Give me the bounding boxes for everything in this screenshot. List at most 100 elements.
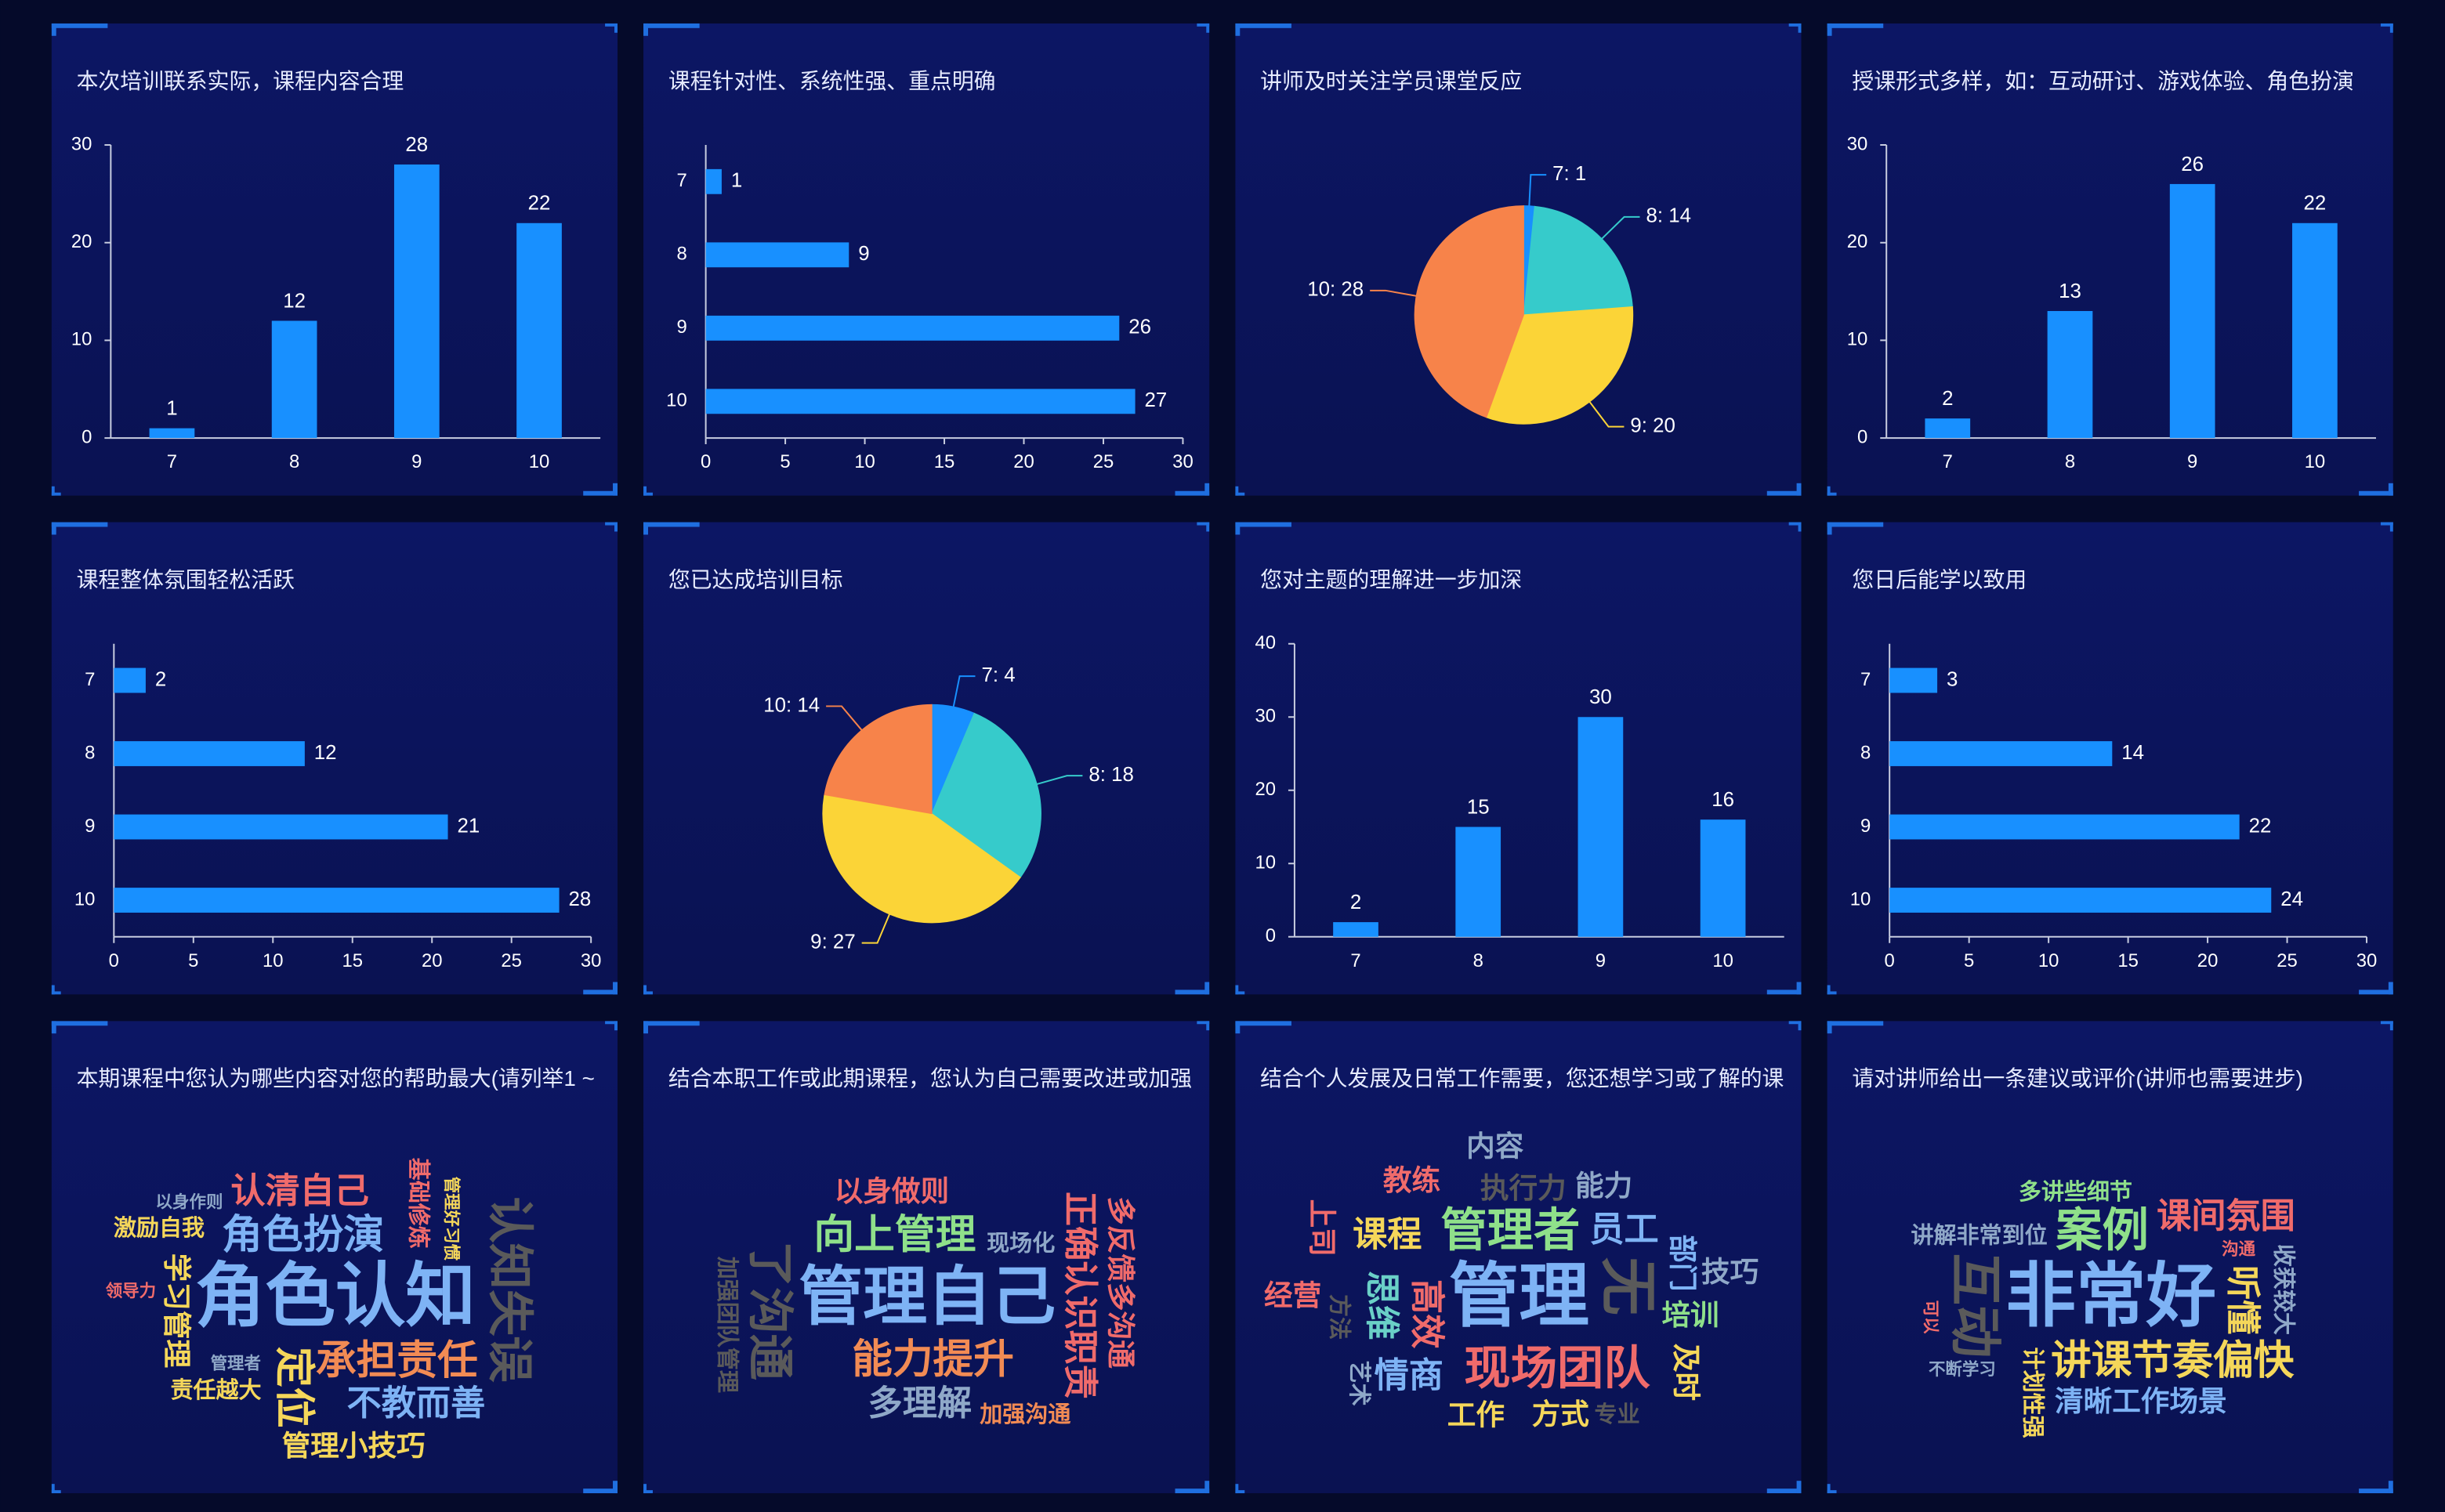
word: 方法 [1326, 1294, 1353, 1340]
bar [114, 667, 146, 693]
word: 责任越大 [170, 1377, 261, 1403]
y-tick-label: 8 [676, 244, 686, 265]
corner-decoration [1204, 1481, 1210, 1494]
x-tick-label: 10 [854, 451, 875, 472]
corner-decoration [2389, 1021, 2393, 1031]
corner-decoration [614, 1021, 618, 1031]
y-tick-label: 40 [1255, 632, 1277, 653]
corner-decoration [1827, 1021, 1884, 1026]
corner-decoration [1175, 989, 1210, 995]
bar [149, 428, 195, 439]
word: 思维 [1362, 1271, 1400, 1340]
y-tick-label: 8 [85, 742, 95, 763]
word: 基础修炼 [405, 1158, 432, 1249]
value-label: 30 [1589, 686, 1612, 708]
x-tick-label: 9 [1596, 950, 1606, 971]
corner-decoration [643, 492, 653, 496]
corner-decoration [583, 490, 618, 496]
word: 经营 [1264, 1279, 1321, 1311]
corner-decoration [51, 985, 55, 995]
y-tick-label: 9 [676, 317, 686, 338]
word: 领导力 [106, 1281, 156, 1300]
bar [1889, 667, 1938, 693]
x-tick-label: 7 [1943, 451, 1953, 472]
value-label: 12 [314, 742, 337, 764]
leader-line [1588, 401, 1625, 428]
word: 执行力 [1480, 1172, 1567, 1204]
word: 情商 [1375, 1356, 1443, 1394]
word: 无 [1596, 1257, 1661, 1315]
value-label: 13 [2059, 280, 2081, 302]
value-label: 22 [2303, 193, 2326, 215]
x-tick-label: 8 [289, 451, 299, 472]
x-tick-label: 9 [2187, 451, 2197, 472]
corner-decoration [1197, 1021, 1210, 1025]
leader-line [1370, 289, 1417, 297]
corner-decoration [1827, 23, 1832, 36]
x-tick-label: 30 [581, 950, 602, 971]
corner-decoration [643, 985, 647, 995]
y-tick-label: 10 [666, 390, 687, 411]
value-label: 26 [2181, 154, 2204, 175]
word: 加强沟通 [980, 1402, 1070, 1427]
word: 沟通 [2222, 1239, 2255, 1259]
pie-slice [1486, 306, 1634, 425]
chart-title: 您已达成培训目标 [668, 568, 843, 592]
bar [516, 222, 562, 439]
panel: 您已达成培训目标 7: 4 8: 18 9: 27 10: 14 [643, 522, 1210, 995]
corner-decoration [1796, 483, 1802, 496]
word: 方式 [1532, 1398, 1589, 1430]
chart-title: 课程整体氛围轻松活跃 [77, 568, 295, 592]
word: 专业 [1595, 1402, 1640, 1427]
bar [271, 320, 317, 439]
word: 了沟通 [744, 1241, 796, 1380]
y-tick-label: 10 [1850, 888, 1871, 910]
word: 以身作则 [156, 1192, 223, 1212]
panel-background [643, 1021, 1210, 1494]
corner-decoration [1175, 490, 1210, 496]
corner-decoration [643, 23, 700, 28]
chart-title: 讲师及时关注学员课堂反应 [1260, 69, 1522, 93]
leader-line [1528, 174, 1547, 206]
corner-decoration [643, 23, 648, 36]
leader-line [1036, 775, 1083, 785]
x-tick-label: 20 [2197, 950, 2219, 971]
corner-decoration [1827, 1490, 1837, 1494]
y-tick-label: 20 [71, 231, 92, 252]
x-tick-label: 10 [2038, 950, 2059, 971]
slice-label: 10: 28 [1307, 279, 1364, 301]
word: 加强团队管理 [715, 1257, 741, 1393]
corner-decoration [613, 483, 618, 496]
bar [114, 741, 305, 766]
y-tick-label: 9 [1860, 816, 1871, 837]
word: 内容 [1466, 1130, 1524, 1162]
corner-decoration [51, 991, 61, 995]
corner-decoration [1235, 23, 1241, 36]
x-tick-label: 9 [411, 451, 422, 472]
corner-decoration [1235, 991, 1245, 995]
bar [393, 164, 440, 439]
corner-decoration [1788, 23, 1802, 27]
panel: 本次培训联系实际，课程内容合理 0 10 20 30 7 1 8 12 9 28 10 22 [51, 23, 618, 496]
corner-decoration [643, 1484, 647, 1494]
word: 收获较大 [2270, 1244, 2297, 1335]
slice-label: 10: 14 [763, 694, 820, 716]
chart-title: 请对讲师给出一条建议或评价(讲师也需要进步) [1852, 1066, 2302, 1091]
y-tick-label: 7 [85, 669, 95, 690]
word: 课间氛围 [2157, 1197, 2295, 1235]
corner-decoration [1197, 23, 1210, 27]
corner-decoration [51, 492, 61, 496]
word: 能力提升 [852, 1337, 1014, 1382]
corner-decoration [2359, 490, 2393, 496]
value-label: 2 [155, 668, 166, 690]
x-tick-label: 10 [529, 451, 550, 472]
y-tick-label: 0 [1857, 426, 1867, 447]
y-tick-label: 30 [1255, 706, 1277, 727]
bar [705, 315, 1120, 341]
chart-title: 本次培训联系实际，课程内容合理 [77, 69, 404, 93]
word: 角色认知 [195, 1257, 476, 1335]
corner-decoration [2388, 982, 2393, 995]
